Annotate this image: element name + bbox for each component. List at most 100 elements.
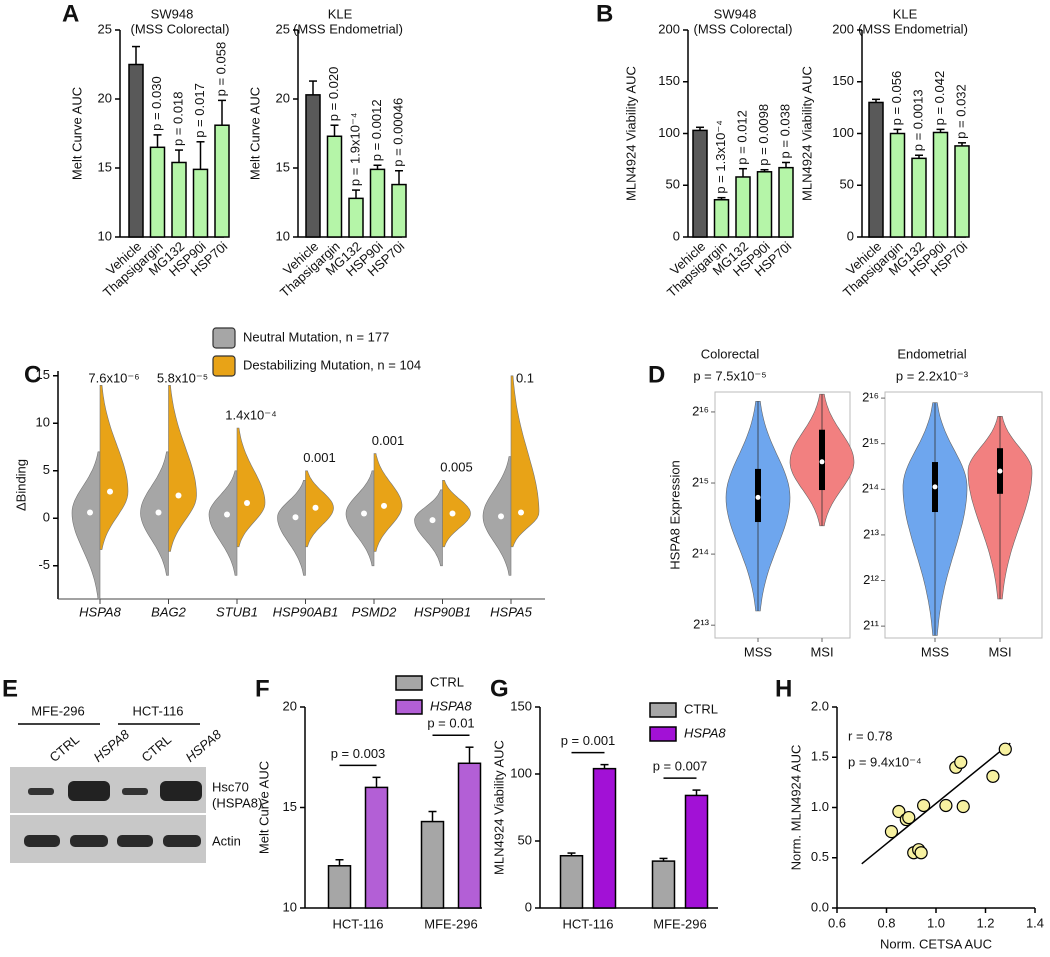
violin: [414, 489, 443, 567]
annotation: p = 0.0012: [369, 99, 384, 161]
x-tick-label: HSPA5: [490, 604, 532, 619]
annotation: p = 0.00046: [390, 98, 405, 167]
legend-label: Destabilizing Mutation, n = 104: [243, 357, 421, 372]
y-axis-label: MLN4924 Viability AUC: [491, 740, 506, 875]
y-tick-label: 0: [673, 228, 680, 243]
point: [884, 825, 899, 839]
y-tick-label: 200: [658, 21, 680, 36]
band: [70, 835, 108, 847]
annotation: p = 0.007: [653, 759, 708, 774]
bar: [457, 762, 482, 909]
legend-swatch: [649, 726, 677, 742]
legend-label: HSPA8: [684, 725, 726, 740]
chart: H 0.0 0.5 1.0 1.5 2.0 Norm. MLN4924 AUC 0.6 0.8 1…: [775, 675, 1044, 951]
y-axis-label: ΔBinding: [13, 459, 28, 511]
lane-label: CTRL: [138, 732, 174, 765]
y-tick-label: 2.0: [811, 698, 829, 713]
point: [917, 798, 931, 813]
band: [122, 788, 148, 795]
y-tick-label: 50: [840, 177, 854, 192]
chart: F 10 15 20 Melt Curve AUC HCT-116 p = 0.003 MFE…: [255, 674, 482, 931]
annotation: 1.4x10⁻⁴: [225, 407, 276, 422]
x-tick-label: MSI: [810, 644, 833, 659]
median-dot: [175, 492, 182, 499]
violin: [236, 427, 266, 548]
bar: [778, 166, 794, 238]
bar: [756, 171, 773, 238]
annotation: p = 0.012: [734, 110, 749, 165]
median-dot: [429, 517, 436, 524]
point: [939, 798, 953, 813]
y-tick-label: 0: [847, 228, 854, 243]
median-dot: [107, 488, 113, 495]
y-tick-label: 10: [36, 415, 50, 430]
violin: [208, 470, 238, 576]
median-dot: [498, 513, 504, 520]
x-tick-label: BAG2: [151, 604, 186, 619]
y-tick-label: 200: [832, 21, 854, 36]
median-dot: [224, 511, 230, 518]
lane-label: CTRL: [46, 732, 82, 765]
plot-frame: [714, 391, 851, 639]
violin: [168, 385, 197, 552]
y-tick-label: 1.0: [811, 799, 829, 814]
panel-label: A: [62, 0, 79, 27]
chart: Endometrial p = 2.2x10⁻³ 2¹¹ 2¹² 2¹³ 2¹⁴ 2¹⁵ 2¹…: [862, 346, 1043, 659]
legend-label: HSPA8: [430, 698, 472, 713]
y-tick-label: 5: [43, 462, 50, 477]
violin: [373, 453, 403, 552]
cell-line-label: HCT-116: [132, 703, 183, 718]
x-tick-label: MFE-296: [424, 916, 477, 931]
bar: [192, 168, 209, 238]
x-tick-label: 1.4: [1026, 915, 1044, 930]
x-tick-label: MSS: [744, 644, 773, 659]
legend-swatch: [395, 699, 423, 715]
point: [902, 810, 916, 825]
y-tick-label: 15: [276, 159, 290, 174]
annotation: p = 0.018: [170, 91, 185, 146]
band: [28, 788, 54, 795]
violin: [99, 385, 129, 550]
violin: [277, 480, 306, 576]
y-tick-label: 0.5: [811, 849, 829, 864]
panel-label: H: [775, 675, 792, 702]
bar: [326, 135, 343, 238]
bar: [735, 176, 751, 238]
panel-label: B: [596, 0, 613, 27]
lane-label: HSPA8: [90, 726, 132, 765]
y-tick-label: 2¹³: [863, 526, 880, 541]
protein-label: Hsc70: [212, 779, 249, 794]
annotation: p = 0.0098: [756, 104, 771, 166]
lane-label: HSPA8: [182, 726, 224, 765]
y-tick-label: 15: [98, 159, 112, 174]
y-tick-label: 2¹⁴: [692, 546, 709, 561]
band: [163, 835, 201, 847]
median-dot: [449, 510, 456, 517]
panel-label: D: [648, 361, 665, 388]
legend-swatch: [212, 327, 236, 349]
y-tick-label: 10: [283, 899, 297, 914]
y-tick-label: 0: [43, 510, 50, 525]
annotation: 5.8x10⁻⁵: [157, 370, 208, 385]
y-tick-label: 10: [276, 228, 290, 243]
annotation: p = 0.017: [192, 83, 207, 138]
point: [954, 755, 968, 769]
chart-title: KLE: [893, 6, 918, 21]
chart: B SW948(MSS Colorectal) 0 50 100 150 200 MLN492…: [596, 0, 794, 300]
y-tick-label: 20: [283, 698, 297, 713]
annotation: p = 0.058: [213, 42, 228, 97]
median-dot: [244, 500, 250, 507]
protein-label: (HSPA8): [212, 795, 262, 810]
y-tick-label: 20: [98, 90, 112, 105]
y-tick-label: 2¹⁶: [692, 403, 709, 418]
bar: [348, 197, 364, 238]
x-axis-label: Norm. CETSA AUC: [880, 936, 992, 951]
band: [24, 835, 60, 847]
chart-title: Endometrial: [897, 346, 966, 361]
point: [914, 846, 928, 860]
y-tick-label: 0: [525, 899, 532, 914]
bar: [684, 794, 709, 909]
chart-subtitle: (MSS Colorectal): [131, 21, 230, 36]
chart-subtitle: (MSS Endometrial): [858, 21, 968, 36]
